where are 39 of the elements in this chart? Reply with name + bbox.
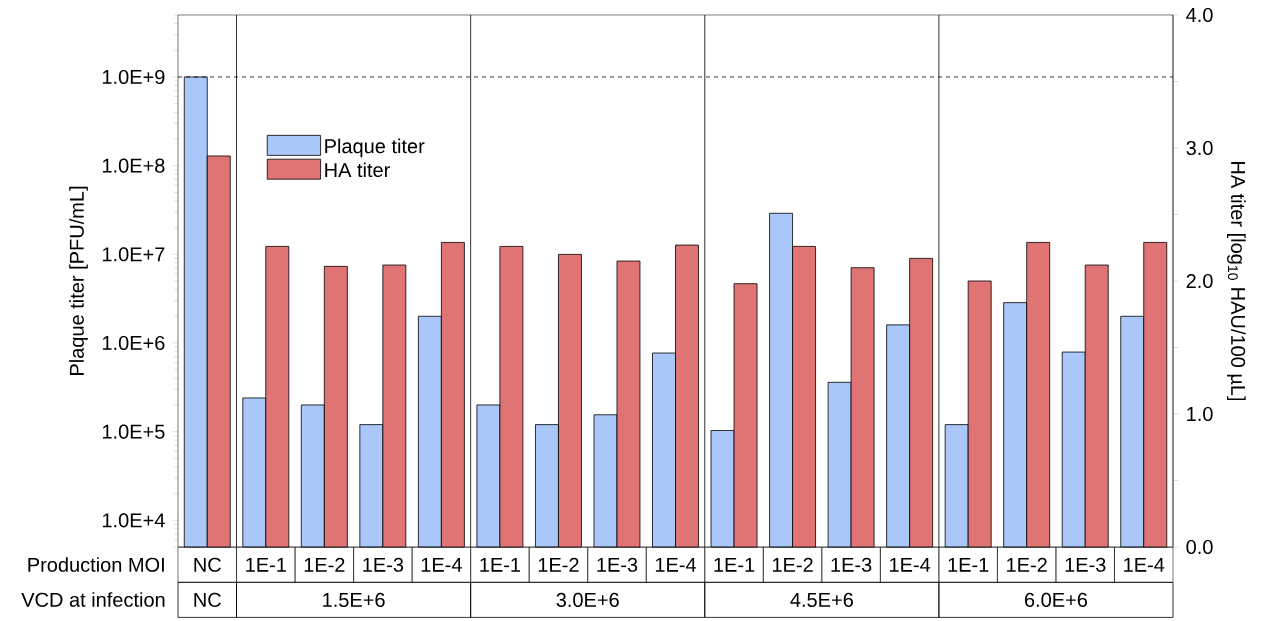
y2-axis-title: HA titer [log$_{10}$ HAU/100 µL] <box>1227 162 1246 401</box>
text: NC <box>194 592 221 607</box>
y2-tick-label: 1.0 <box>1187 406 1213 422</box>
x-tick-label: NC <box>194 557 221 572</box>
legend-label: HA titer <box>325 162 390 178</box>
x-tick-label: 1E-4 <box>655 557 697 572</box>
x-tick-label: 1E-3 <box>831 557 872 572</box>
y-tick-label: 1.0E+6 <box>102 335 165 351</box>
x-tick-label: 1E-1 <box>246 557 286 572</box>
x-tick-label: 1E-2 <box>538 557 579 572</box>
x-tick-label: 1E-2 <box>1007 557 1047 572</box>
text: 3.0E+6 <box>556 592 619 607</box>
y-axis-title: Plaque titer [PFU/mL] <box>69 186 88 375</box>
y-tick-label: 1.0E+4 <box>102 513 165 528</box>
text: 6.0E+6 <box>1025 592 1088 607</box>
x-tick-label: 1E-4 <box>421 557 462 572</box>
y-tick-label: 1.0E+7 <box>102 247 165 262</box>
text: VCD at infection <box>21 592 165 607</box>
y-tick-label: 1.0E+8 <box>102 158 165 173</box>
x-tick-label: 1E-1 <box>948 557 989 572</box>
x-tick-label: 1E-4 <box>890 557 931 572</box>
y2-tick-label: 2.0 <box>1186 273 1213 289</box>
x-tick-label: 1E-3 <box>597 557 638 572</box>
x-tick-label: 1E-3 <box>363 557 404 572</box>
text: Production MOI <box>28 557 164 572</box>
y2-tick-label: 0.0 <box>1186 539 1213 555</box>
x-tick-label: 1E-4 <box>1124 557 1165 572</box>
legend-label: Plaque titer <box>325 138 425 158</box>
y-tick-label: 1.0E+9 <box>102 69 165 85</box>
text: 1.5E+6 <box>323 592 385 607</box>
x-tick-label: 1E-2 <box>304 557 345 572</box>
x-tick-label: 1E-2 <box>772 557 813 572</box>
x-tick-label: 1E-1 <box>714 557 755 572</box>
y2-tick-label: 3.0 <box>1186 140 1213 156</box>
y-tick-label: 1.0E+5 <box>102 424 165 439</box>
x-tick-label: 1E-1 <box>480 557 521 572</box>
text: 4.5E+6 <box>790 592 853 607</box>
y2-tick-label: 4.0 <box>1186 7 1213 23</box>
x-tick-label: 1E-3 <box>1065 557 1106 572</box>
